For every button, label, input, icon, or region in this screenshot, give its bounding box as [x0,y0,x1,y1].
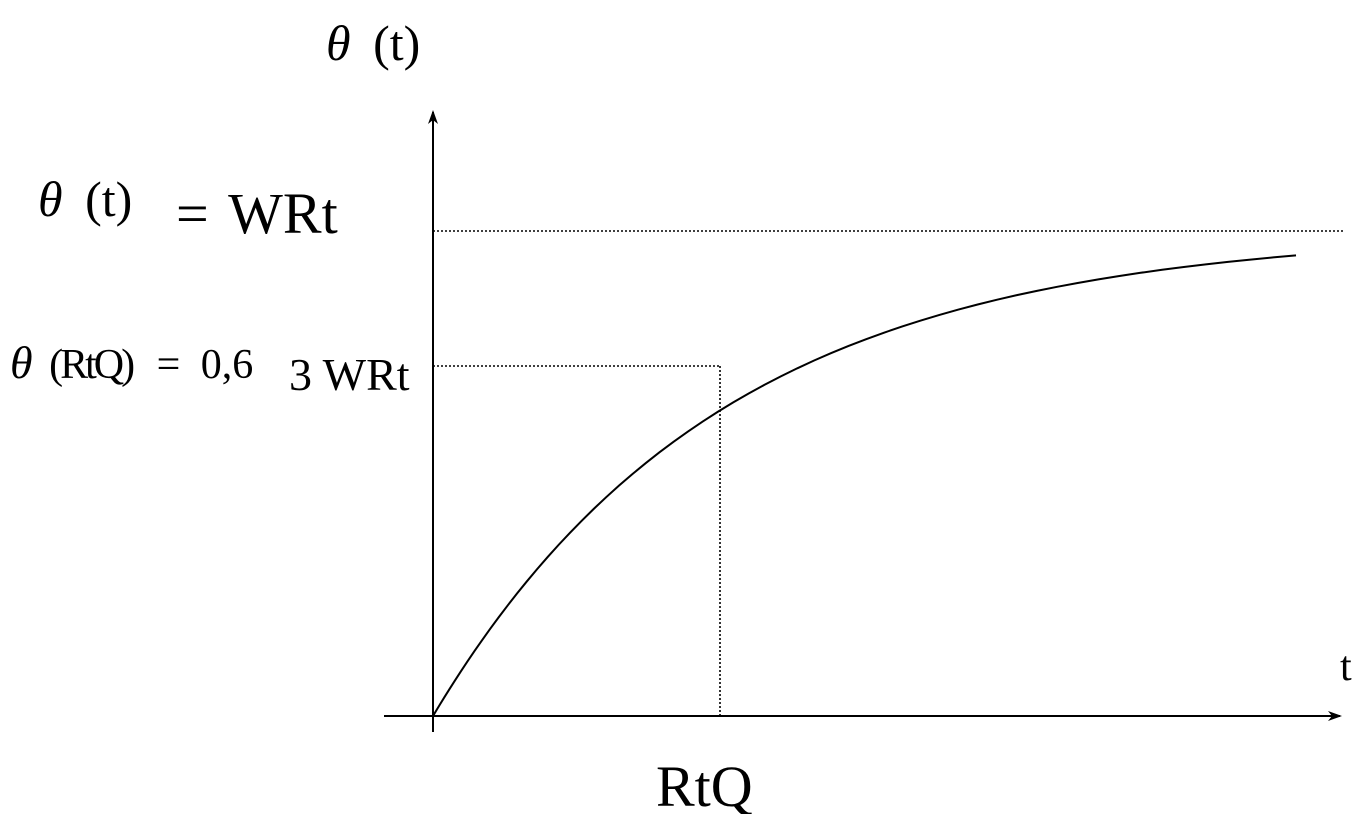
response-curve [432,254,1297,717]
asymptote-value: WRt [228,181,338,246]
tau-coef-sub: 3 [289,349,312,400]
y-axis-label: θ (t) [326,15,420,71]
tau-x-label: RtQ [656,754,753,814]
tau-value: WRt [323,349,410,400]
asymptote-arg: (t) [85,171,132,227]
y-axis-symbol: θ [326,15,351,71]
asymptote-equals: = [176,181,209,246]
tau-arg: (RtQ) [49,342,134,388]
asymptote-symbol: θ [38,171,63,227]
x-axis-label: t [1340,644,1352,690]
tau-equals: = [157,342,181,388]
tau-label: θ (RtQ) = 0,6 [10,337,253,388]
asymptote-label: θ (t) [38,171,132,227]
tau-value-label: 3 WRt [289,349,410,400]
y-axis-arg: (t) [373,15,420,71]
tau-coef: 0,6 [201,342,254,388]
asymptote-value-label: = WRt [176,181,338,246]
tau-symbol: θ [10,337,33,388]
